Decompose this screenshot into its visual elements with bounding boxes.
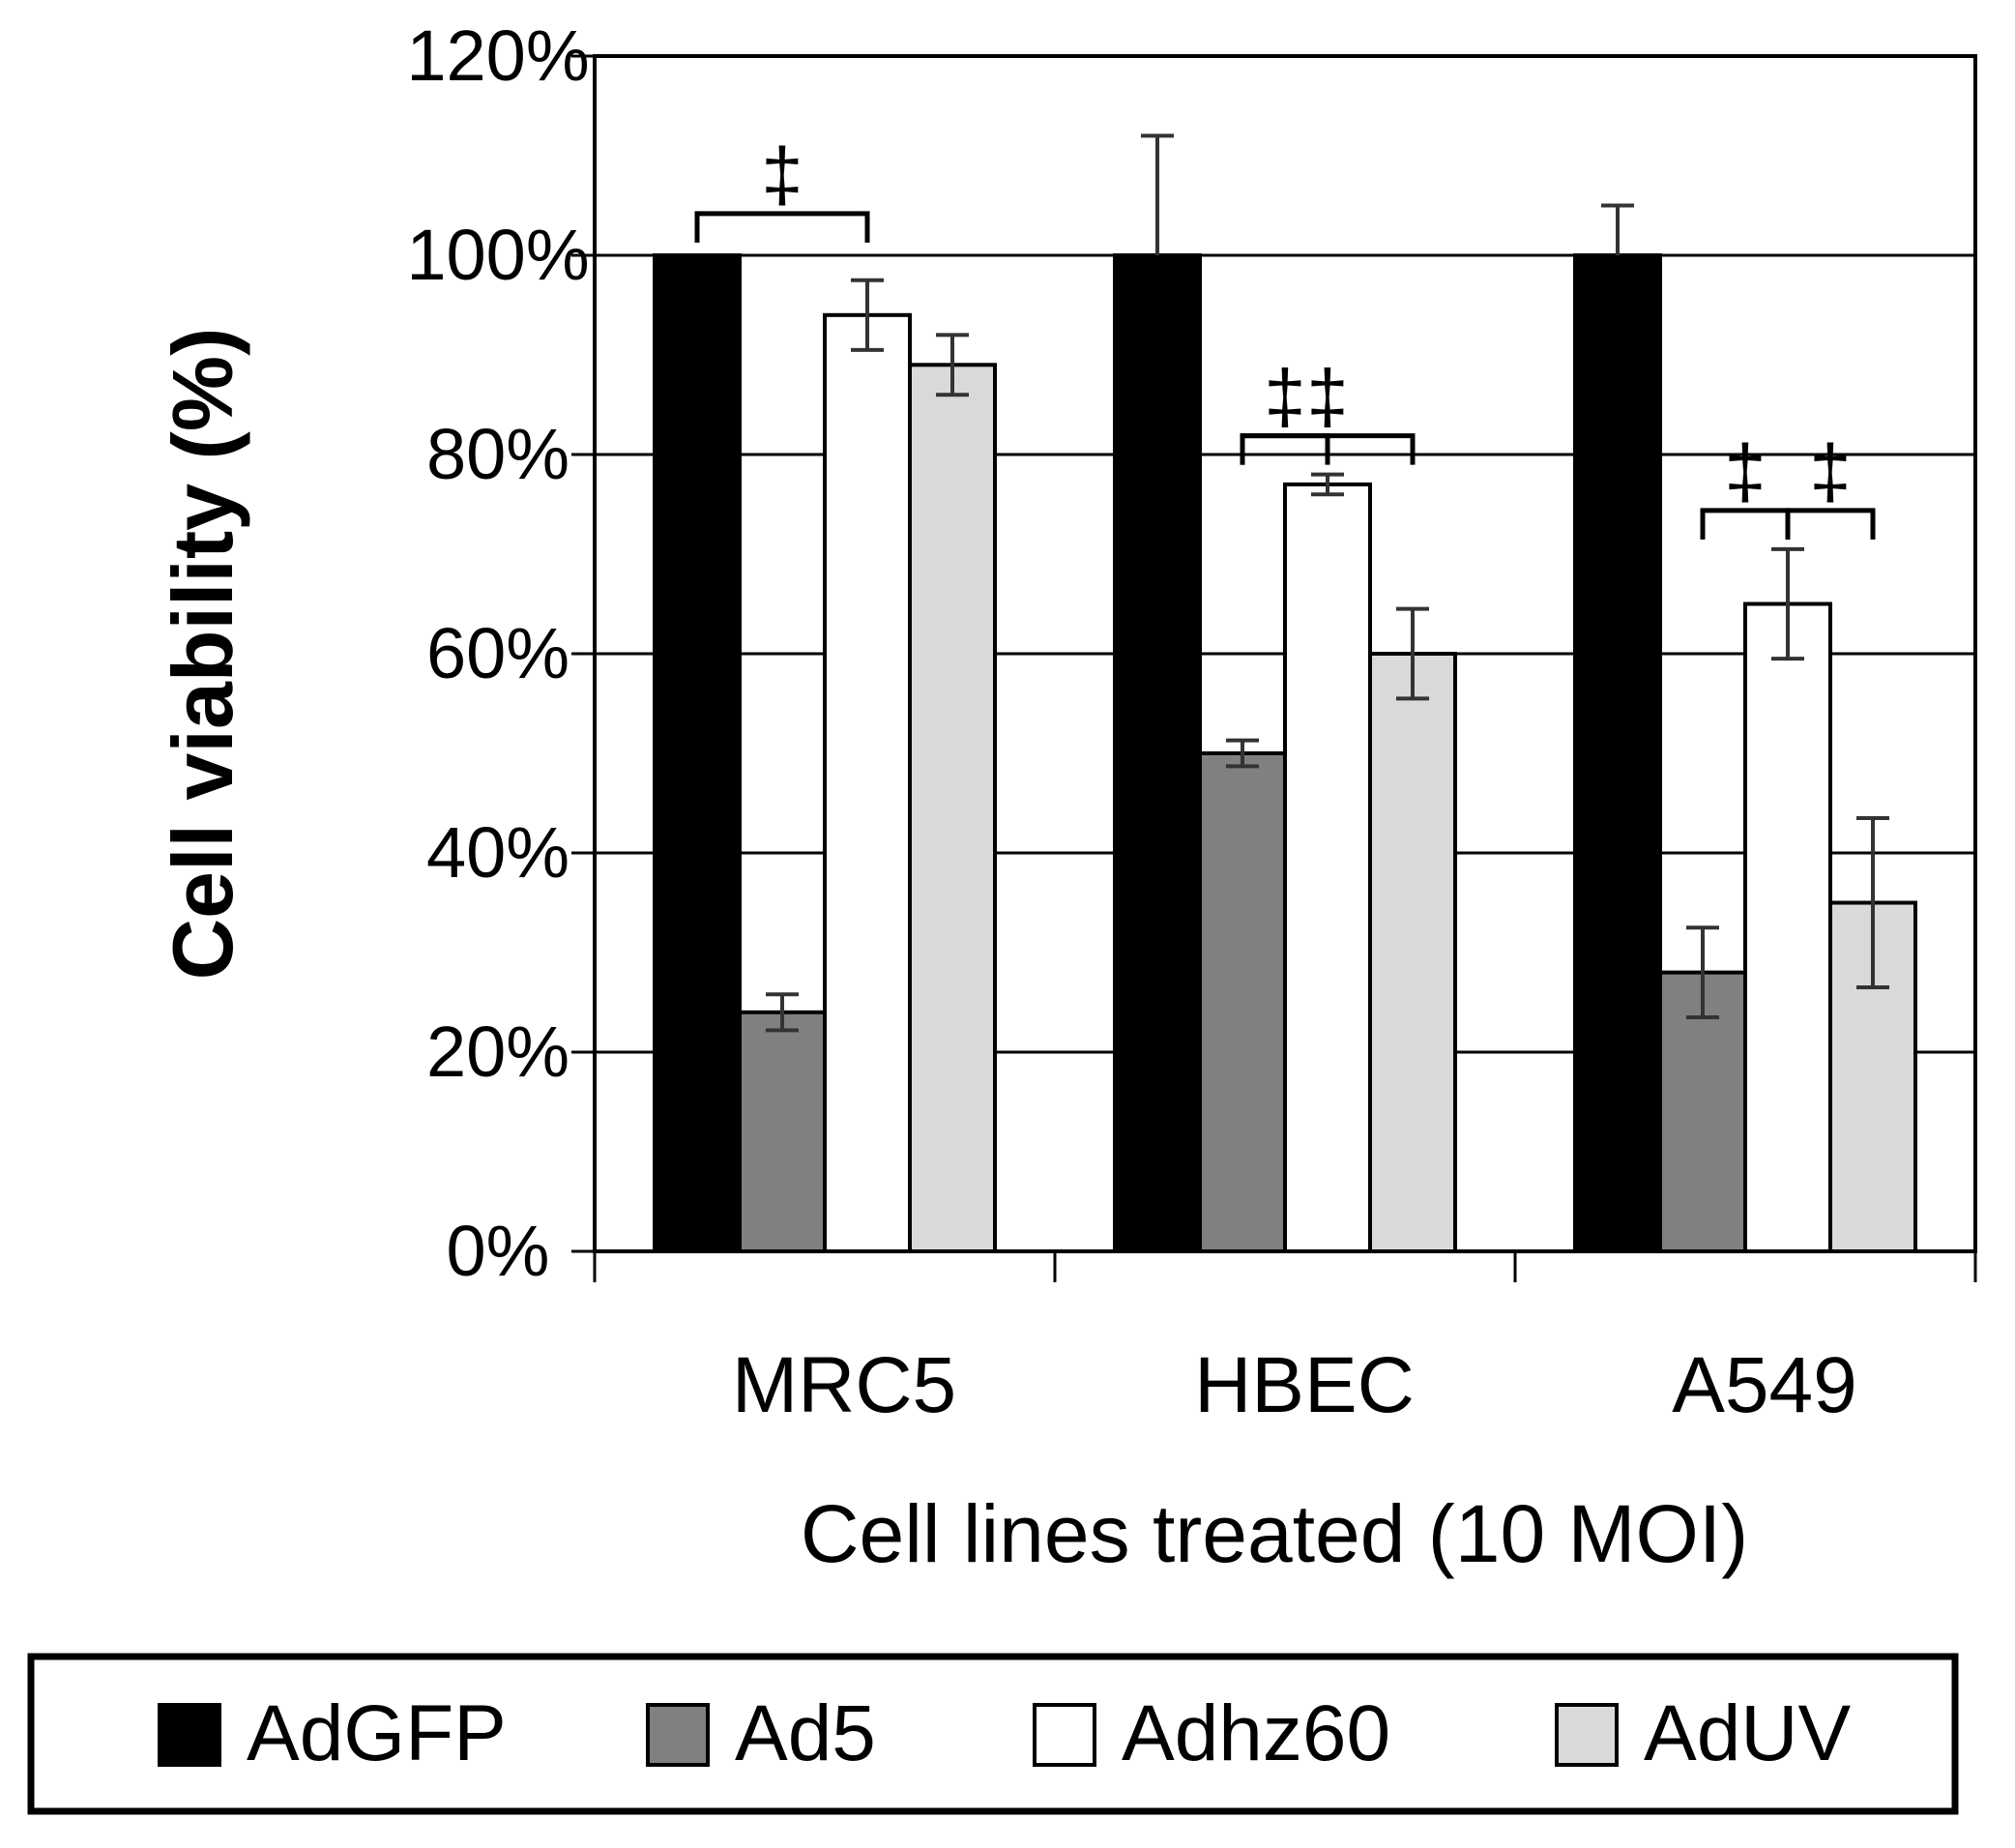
x-tick-label: MRC5 xyxy=(732,1341,956,1429)
x-axis-title: Cell lines treated (10 MOI) xyxy=(801,1488,1748,1579)
bar-aduv-hbec xyxy=(1368,652,1457,1253)
y-axis-title: Cell viability (%) xyxy=(155,328,250,981)
bar-adhz60-a549 xyxy=(1743,601,1832,1253)
bar-aduv-mrc5 xyxy=(908,363,997,1253)
bar-ad5-mrc5 xyxy=(738,1010,827,1254)
significance-marker: ‡ xyxy=(1306,354,1348,439)
y-tick-label: 80% xyxy=(426,414,569,494)
legend-label-ad5: Ad5 xyxy=(735,1689,876,1777)
bar-adgfp-mrc5 xyxy=(653,253,742,1253)
legend-label-adgfp: AdGFP xyxy=(247,1689,507,1777)
y-tick-label: 60% xyxy=(426,613,569,693)
legend-swatch-adgfp xyxy=(158,1703,221,1767)
significance-bracket xyxy=(1700,508,1791,540)
x-tick-label: A549 xyxy=(1672,1341,1857,1429)
y-tick-label: 0% xyxy=(447,1211,550,1291)
significance-bracket xyxy=(694,211,870,243)
bar-adhz60-hbec xyxy=(1283,482,1372,1253)
bar-adgfp-a549 xyxy=(1573,253,1662,1253)
legend-box xyxy=(27,1653,1959,1815)
bar-ad5-hbec xyxy=(1198,751,1287,1253)
y-tick-label: 20% xyxy=(426,1012,569,1092)
y-tick-label: 120% xyxy=(406,15,589,96)
significance-marker: ‡ xyxy=(1264,354,1305,439)
y-tick-label: 100% xyxy=(406,215,589,295)
significance-bracket xyxy=(1785,508,1876,540)
significance-bracket xyxy=(1240,433,1330,465)
x-tick-label: HBEC xyxy=(1194,1341,1415,1429)
bar-adhz60-mrc5 xyxy=(823,312,912,1253)
bar-adgfp-hbec xyxy=(1113,253,1202,1253)
legend-swatch-aduv xyxy=(1555,1703,1619,1767)
significance-marker: ‡ xyxy=(1724,428,1766,513)
legend-label-adhz60: Adhz60 xyxy=(1122,1689,1390,1777)
legend-label-aduv: AdUV xyxy=(1644,1689,1852,1777)
significance-marker: ‡ xyxy=(761,132,803,217)
y-tick-label: 40% xyxy=(426,812,569,893)
legend-swatch-ad5 xyxy=(646,1703,710,1767)
legend-swatch-adhz60 xyxy=(1033,1703,1096,1767)
significance-marker: ‡ xyxy=(1809,428,1851,513)
